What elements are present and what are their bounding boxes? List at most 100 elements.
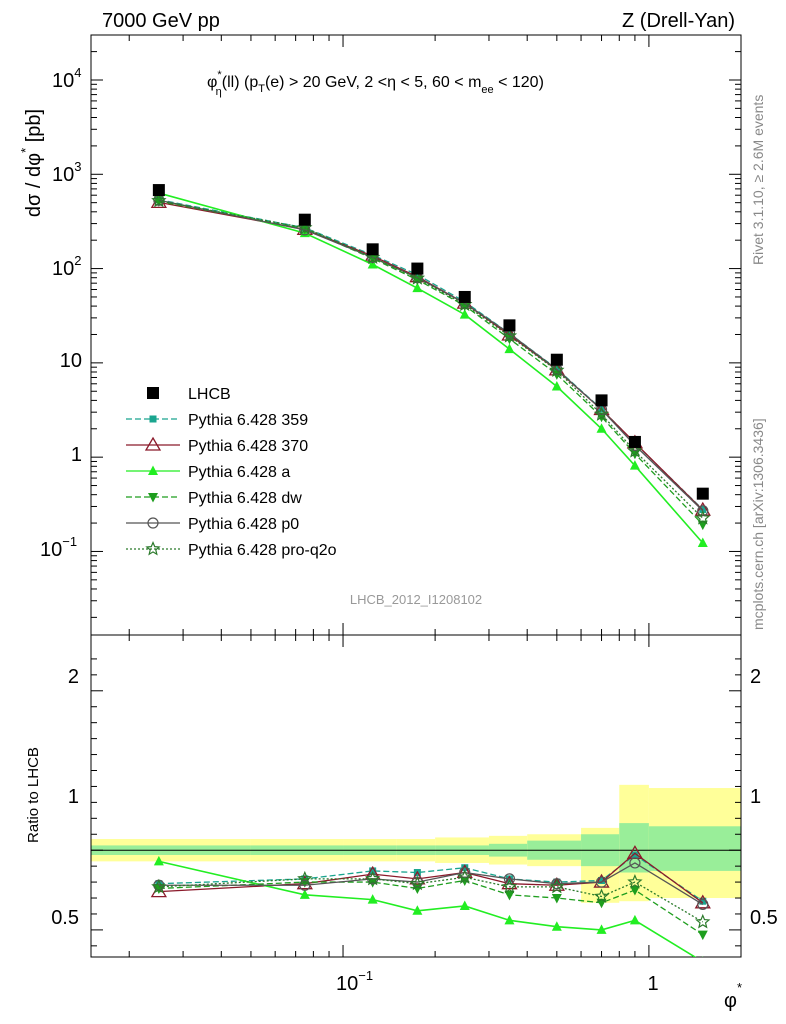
series-point-main-p370-9: [694, 501, 711, 516]
series-point-ratio-pa-6: [551, 921, 562, 931]
series-point-main-pq2o-2: [365, 249, 381, 264]
series-point-ratio-p359-8: [631, 851, 639, 859]
series-point-ratio-pq2o-7: [593, 888, 610, 903]
legend-marker-p359: [149, 415, 157, 423]
series-line-main-pq2o: [158, 200, 704, 519]
title-star: *: [217, 69, 222, 81]
title-end: < 120): [494, 74, 544, 91]
series-point-main-pdw-0: [153, 197, 164, 207]
series-point-ratio-pq2o-9: [695, 913, 711, 929]
xtick-one: 1: [647, 973, 658, 995]
series-point-main-pq2o-7: [593, 406, 610, 421]
series-point-ratio-pa-9: [702, 956, 704, 957]
series-point-main-pa-5: [504, 343, 515, 354]
series-point-ratio-pdw-8: [629, 886, 640, 896]
main-plot-marks: [150, 184, 711, 547]
legend-marker-pp0: [147, 517, 159, 529]
title-rest: (e) > 20 GeV, 2 <η < 5, 60 < m: [265, 74, 481, 91]
series-line-main-pa: [158, 192, 704, 544]
legend-label-pp0: Pythia 6.428 p0: [188, 516, 299, 533]
series-point-ratio-pq2o-1: [297, 870, 313, 886]
series-point-ratio-pq2o-2: [365, 870, 381, 886]
ylabel-star: *: [18, 148, 33, 153]
ytick-1em1: 10−1: [40, 534, 77, 561]
ytick-1e3: 103: [52, 159, 81, 186]
data-point-5: [503, 319, 516, 332]
legend-label-pdw: Pythia 6.428 dw: [188, 490, 302, 507]
series-point-ratio-pp0-6: [551, 878, 563, 890]
series-point-main-pq2o-5: [501, 327, 518, 343]
series-point-main-pq2o-9: [695, 510, 711, 525]
legend-marker-p370: [144, 436, 162, 451]
series-point-main-pq2o-3: [409, 270, 426, 285]
plot-title: φ* η(ll) (pT(e) > 20 GeV, 2 <η < 5, 60 < …: [207, 69, 544, 98]
series-point-ratio-pa-8: [629, 914, 640, 925]
series-point-main-pp0-9: [697, 505, 709, 517]
ylabel-unit: [pb]: [23, 109, 45, 148]
series-point-main-p359-3: [413, 271, 421, 279]
xlabel: φ*: [724, 980, 742, 1012]
ytick-1e3-exp: 3: [74, 159, 81, 174]
legend-label-pq2o: Pythia 6.428 pro-q2o: [188, 542, 337, 559]
series-line-ratio-pa: [158, 860, 697, 957]
data-point-3: [411, 262, 424, 275]
mcplots-side-text: mcplots.cern.ch [arXiv:1306.3436]: [750, 418, 766, 630]
series-point-ratio-pq2o-5: [501, 878, 518, 894]
ratio-ylabel: Ratio to LHCB: [25, 747, 42, 843]
legend-label-pa: Pythia 6.428 a: [188, 464, 290, 481]
main-ytick-labels: 104 103 102 10 1 10−1: [40, 65, 82, 561]
series-point-main-pa-3: [412, 282, 423, 293]
series-point-ratio-pa-4: [459, 900, 470, 910]
series-line-ratio-pp0: [158, 862, 704, 905]
title-eta: η: [216, 86, 222, 98]
series-point-ratio-pp0-9: [697, 898, 709, 910]
legend: LHCB Pythia 6.428 359 Pythia 6.428 370 Pyth…: [126, 386, 337, 559]
ratio-plot-marks: [150, 845, 711, 957]
analysis-id: LHCB_2012_I1208102: [350, 592, 482, 607]
axis-ticks: [91, 34, 742, 957]
legend-label-p359: Pythia 6.428 359: [188, 412, 308, 429]
legend-label-p370: Pythia 6.428 370: [188, 438, 308, 455]
title-ee: ee: [481, 84, 493, 96]
title-phi: φ: [207, 74, 217, 91]
data-point-4: [458, 290, 471, 303]
series-point-ratio-pa-2: [367, 894, 378, 904]
xlabel-phi: φ: [724, 990, 737, 1012]
ytick-1e2: 102: [52, 253, 81, 280]
legend-marker-pq2o: [145, 540, 161, 556]
xtick-tenth-base: 10: [336, 973, 358, 995]
data-point-8: [628, 435, 641, 448]
series-point-ratio-pq2o-3: [409, 875, 426, 891]
data-point-0: [152, 184, 165, 197]
series-point-main-pa-6: [551, 380, 562, 391]
series-point-main-pq2o-0: [151, 192, 167, 208]
ratio-plot-frame: [90, 634, 742, 958]
xlabel-star: *: [737, 980, 742, 995]
rtick-2-right: 2: [750, 666, 761, 688]
ytick-1em1-base: 10: [40, 539, 62, 561]
series-point-ratio-pq2o-8: [627, 874, 643, 889]
ytick-1e2-base: 10: [52, 258, 74, 280]
series-point-ratio-pa-7: [596, 924, 607, 934]
series-point-ratio-pq2o-0: [151, 878, 167, 894]
title-ll: (ll) (p: [222, 74, 259, 91]
ytick-1e4-base: 10: [52, 70, 74, 92]
series-point-main-pq2o-6: [549, 362, 565, 377]
series-line-main-pp0: [158, 199, 704, 512]
xtick-labels: 10−1 1: [336, 968, 659, 995]
series-point-ratio-pp0-4: [459, 866, 471, 879]
title-T: T: [258, 83, 265, 95]
ytick-1e4: 104: [52, 65, 81, 92]
main-ylabel: dσ / dφ* [pb]: [18, 109, 45, 217]
series-point-main-pa-9: [697, 537, 708, 547]
xtick-tenth: 10−1: [336, 968, 373, 995]
data-point-2: [366, 243, 379, 256]
data-point-6: [550, 353, 563, 366]
series-point-ratio-pdw-9: [697, 930, 708, 941]
series-point-main-pa-8: [629, 460, 640, 470]
rtick-1-right: 1: [750, 786, 761, 808]
rtick-half-right: 0.5: [750, 907, 778, 929]
data-point-1: [298, 213, 311, 226]
ytick-1em1-exp: −1: [62, 534, 77, 549]
